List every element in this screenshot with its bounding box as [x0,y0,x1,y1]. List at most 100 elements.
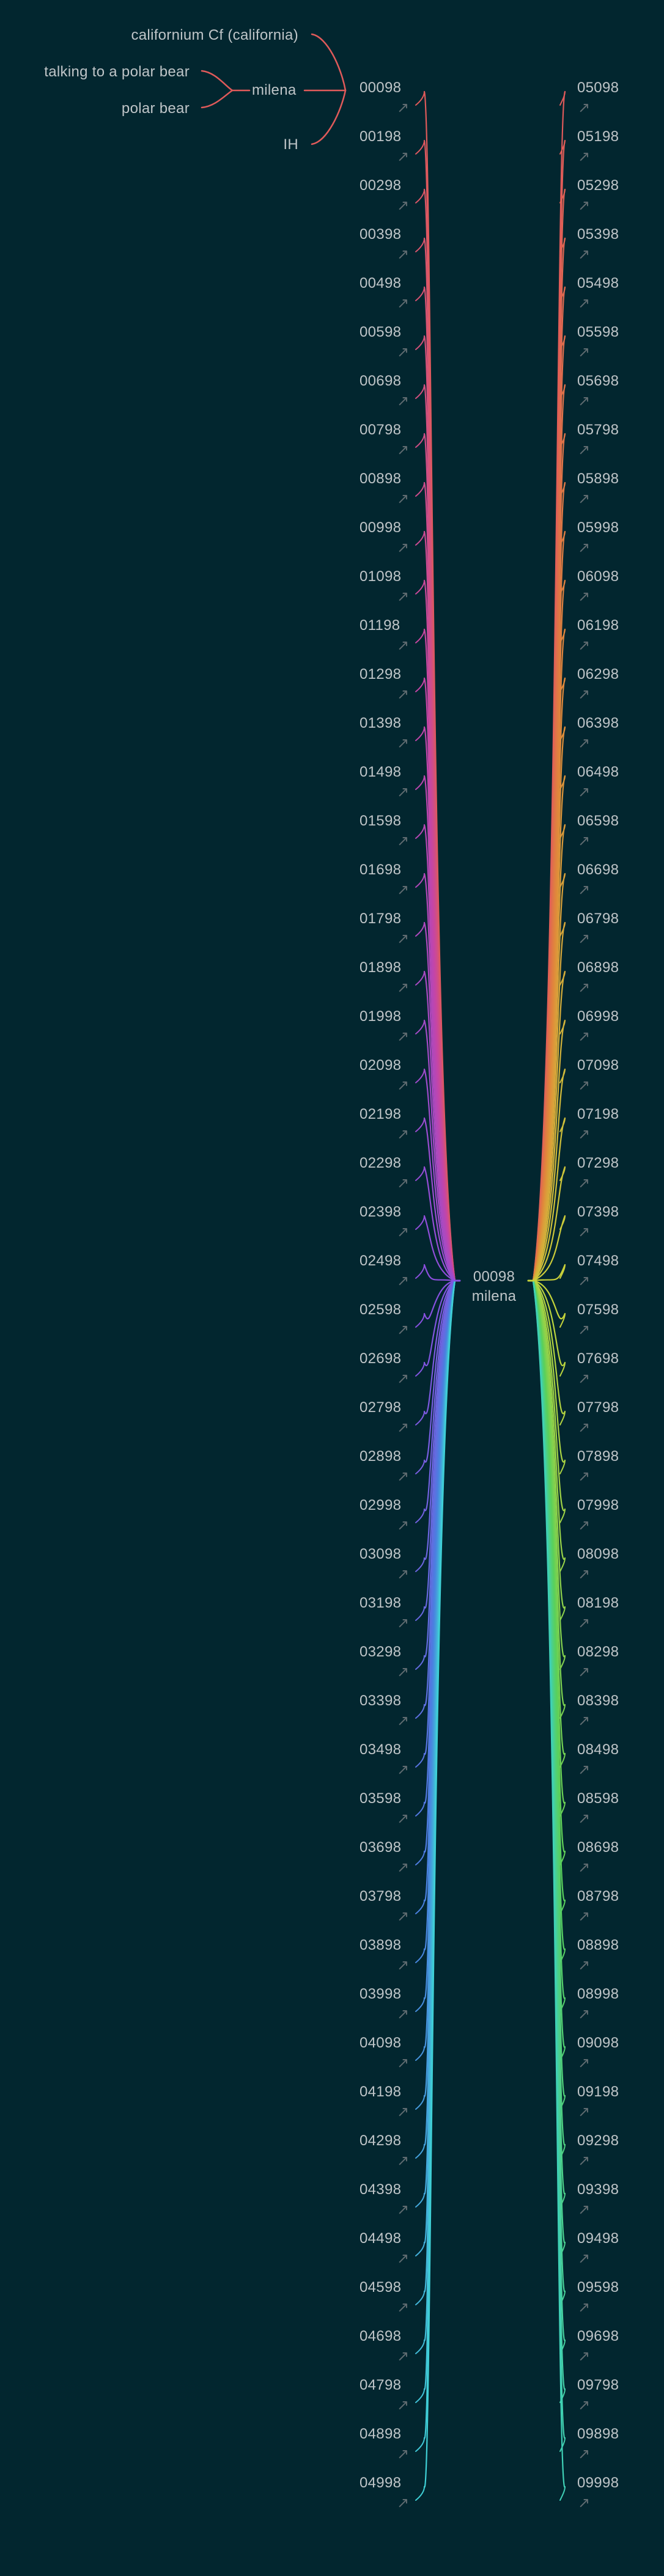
arrow-icon[interactable]: ↗ [577,2006,591,2022]
left-node-04698[interactable]: 04698 [360,2328,402,2344]
right-node-08598[interactable]: 08598 [577,1790,619,1807]
arrow-icon[interactable]: ↗ [577,735,591,752]
arrow-icon[interactable]: ↗ [577,1370,591,1387]
right-node-07598[interactable]: 07598 [577,1301,619,1318]
left-node-04398[interactable]: 04398 [360,2181,402,2198]
right-node-05298[interactable]: 05298 [577,177,619,194]
arrow-icon[interactable]: ↗ [577,2495,591,2511]
arrow-icon[interactable]: ↗ [396,1370,410,1387]
right-node-09098[interactable]: 09098 [577,2035,619,2051]
arrow-icon[interactable]: ↗ [577,2104,591,2120]
arrow-icon[interactable]: ↗ [396,637,410,654]
right-node-06498[interactable]: 06498 [577,764,619,780]
arrow-icon[interactable]: ↗ [577,2153,591,2169]
left-node-01898[interactable]: 01898 [360,959,402,976]
arrow-icon[interactable]: ↗ [396,1419,410,1436]
arrow-icon[interactable]: ↗ [396,1810,410,1827]
arrow-icon[interactable]: ↗ [396,1322,410,1338]
arrow-icon[interactable]: ↗ [396,1517,410,1534]
right-node-09898[interactable]: 09898 [577,2426,619,2442]
arrow-icon[interactable]: ↗ [577,979,591,996]
left-node-01098[interactable]: 01098 [360,568,402,585]
arrow-icon[interactable]: ↗ [396,2153,410,2169]
arrow-icon[interactable]: ↗ [396,1175,410,1191]
left-node-02198[interactable]: 02198 [360,1106,402,1122]
arrow-icon[interactable]: ↗ [396,1908,410,1925]
left-node-02698[interactable]: 02698 [360,1350,402,1367]
arrow-icon[interactable]: ↗ [396,295,410,312]
left-node-00498[interactable]: 00498 [360,275,402,291]
right-node-06198[interactable]: 06198 [577,617,619,634]
left-node-04298[interactable]: 04298 [360,2132,402,2149]
left-node-01598[interactable]: 01598 [360,813,402,829]
center-node-code[interactable]: 00098 [473,1268,515,1285]
right-node-05698[interactable]: 05698 [577,373,619,389]
right-node-09198[interactable]: 09198 [577,2084,619,2100]
right-node-09298[interactable]: 09298 [577,2132,619,2149]
right-node-08098[interactable]: 08098 [577,1546,619,1562]
arrow-icon[interactable]: ↗ [396,2348,410,2365]
left-node-02998[interactable]: 02998 [360,1497,402,1513]
arrow-icon[interactable]: ↗ [577,1273,591,1289]
left-node-04998[interactable]: 04998 [360,2475,402,2491]
grandparent-node-polar-bear[interactable]: polar bear [121,100,190,117]
left-node-03498[interactable]: 03498 [360,1741,402,1758]
arrow-icon[interactable]: ↗ [577,2348,591,2365]
arrow-icon[interactable]: ↗ [396,686,410,703]
arrow-icon[interactable]: ↗ [396,2299,410,2316]
arrow-icon[interactable]: ↗ [396,931,410,947]
right-node-07498[interactable]: 07498 [577,1253,619,1269]
arrow-icon[interactable]: ↗ [396,1566,410,1583]
right-node-08898[interactable]: 08898 [577,1937,619,1953]
arrow-icon[interactable]: ↗ [577,2250,591,2267]
right-node-05898[interactable]: 05898 [577,470,619,487]
arrow-icon[interactable]: ↗ [577,393,591,409]
right-node-08398[interactable]: 08398 [577,1692,619,1709]
left-node-00898[interactable]: 00898 [360,470,402,487]
right-node-05098[interactable]: 05098 [577,79,619,96]
arrow-icon[interactable]: ↗ [577,588,591,605]
arrow-icon[interactable]: ↗ [577,1028,591,1045]
right-node-07798[interactable]: 07798 [577,1399,619,1416]
arrow-icon[interactable]: ↗ [396,2006,410,2022]
arrow-icon[interactable]: ↗ [396,1224,410,1240]
right-node-06398[interactable]: 06398 [577,715,619,731]
left-node-01798[interactable]: 01798 [360,910,402,927]
left-node-04898[interactable]: 04898 [360,2426,402,2442]
left-node-03298[interactable]: 03298 [360,1644,402,1660]
center-node-name[interactable]: milena [471,1288,517,1304]
arrow-icon[interactable]: ↗ [577,197,591,214]
arrow-icon[interactable]: ↗ [396,882,410,898]
arrow-icon[interactable]: ↗ [396,1762,410,1778]
arrow-icon[interactable]: ↗ [396,1028,410,1045]
left-node-04198[interactable]: 04198 [360,2084,402,2100]
arrow-icon[interactable]: ↗ [577,442,591,458]
left-node-00398[interactable]: 00398 [360,226,402,243]
right-node-08998[interactable]: 08998 [577,1986,619,2002]
arrow-icon[interactable]: ↗ [577,246,591,263]
left-node-01498[interactable]: 01498 [360,764,402,780]
left-node-03098[interactable]: 03098 [360,1546,402,1562]
arrow-icon[interactable]: ↗ [577,2201,591,2218]
arrow-icon[interactable]: ↗ [577,148,591,165]
left-node-03798[interactable]: 03798 [360,1888,402,1905]
arrow-icon[interactable]: ↗ [577,1908,591,1925]
arrow-icon[interactable]: ↗ [396,491,410,507]
arrow-icon[interactable]: ↗ [396,1615,410,1631]
arrow-icon[interactable]: ↗ [396,2250,410,2267]
arrow-icon[interactable]: ↗ [577,1615,591,1631]
arrow-icon[interactable]: ↗ [577,1957,591,1974]
parent-node-milena[interactable]: milena [252,82,297,98]
left-node-03198[interactable]: 03198 [360,1595,402,1611]
arrow-icon[interactable]: ↗ [396,1077,410,1094]
arrow-icon[interactable]: ↗ [577,637,591,654]
arrow-icon[interactable]: ↗ [396,1126,410,1143]
right-node-07098[interactable]: 07098 [577,1057,619,1074]
right-node-05798[interactable]: 05798 [577,422,619,438]
right-node-06798[interactable]: 06798 [577,910,619,927]
left-node-03598[interactable]: 03598 [360,1790,402,1807]
arrow-icon[interactable]: ↗ [396,833,410,849]
arrow-icon[interactable]: ↗ [577,833,591,849]
parent-node-californium[interactable]: californium Cf (california) [131,27,298,43]
right-node-08298[interactable]: 08298 [577,1644,619,1660]
